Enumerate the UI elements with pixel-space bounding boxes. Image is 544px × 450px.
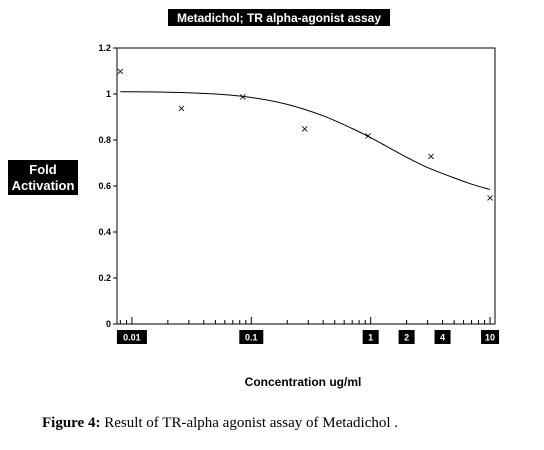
- x-tick-label: 0.01: [123, 333, 141, 343]
- chart-title-background: [168, 9, 390, 26]
- data-point: ×: [239, 92, 247, 103]
- y-tick-label: 1.2: [98, 43, 111, 53]
- y-tick-label: 0.4: [98, 227, 111, 237]
- y-axis-label-line-2: Activation: [12, 178, 75, 193]
- data-point: ×: [177, 103, 185, 114]
- x-ticks: [119, 317, 491, 324]
- y-tick-label: 0.2: [98, 273, 111, 283]
- y-axis-label: Fold Activation: [8, 160, 78, 195]
- data-point: ×: [427, 152, 435, 163]
- x-axis-label: Concentration ug/ml: [245, 375, 362, 389]
- chart-title: Metadichol; TR alpha-agonist assay: [168, 9, 390, 26]
- fit-curve: [120, 91, 491, 190]
- figure-caption-text: Result of TR-alpha agonist assay of Meta…: [100, 415, 399, 431]
- y-tick-label: 0.6: [98, 181, 111, 191]
- x-tick-label: 0.1: [245, 333, 258, 343]
- x-tick-label-background: [398, 330, 415, 344]
- x-tick-label: 2: [404, 333, 409, 343]
- plot-frame: [116, 47, 496, 325]
- data-point: ×: [364, 131, 372, 142]
- y-tick-label: 1: [106, 89, 111, 99]
- data-point: ×: [116, 67, 124, 78]
- y-axis-label-background: [8, 160, 78, 195]
- x-tick-labels: 0.01 0.1 1 2 4 10: [116, 330, 500, 344]
- chart: Metadichol; TR alpha-agonist assay Fold …: [8, 9, 500, 389]
- x-tick-label-background: [434, 330, 451, 344]
- data-points: × × × × × × ×: [116, 67, 494, 205]
- data-point: ×: [486, 193, 494, 204]
- y-ticks: 0 0.2 0.4 0.6 0.8 1 1.2: [98, 43, 117, 329]
- x-tick-label-background: [362, 330, 379, 344]
- figure-caption: Figure 4: Result of TR-alpha agonist ass…: [42, 415, 522, 432]
- x-tick-label-background: [481, 330, 500, 344]
- y-tick-label: 0.8: [98, 135, 111, 145]
- x-tick-label-background: [116, 330, 147, 344]
- y-tick-label: 0: [106, 319, 111, 329]
- chart-title-text: Metadichol; TR alpha-agonist assay: [177, 11, 381, 25]
- x-tick-label: 1: [368, 333, 373, 343]
- x-tick-label: 4: [440, 333, 445, 343]
- figure-caption-label: Figure 4:: [42, 415, 101, 431]
- data-point: ×: [300, 124, 308, 135]
- x-tick-label: 10: [485, 333, 495, 343]
- y-axis-label-line-1: Fold: [29, 162, 56, 177]
- x-tick-label-background: [239, 330, 264, 344]
